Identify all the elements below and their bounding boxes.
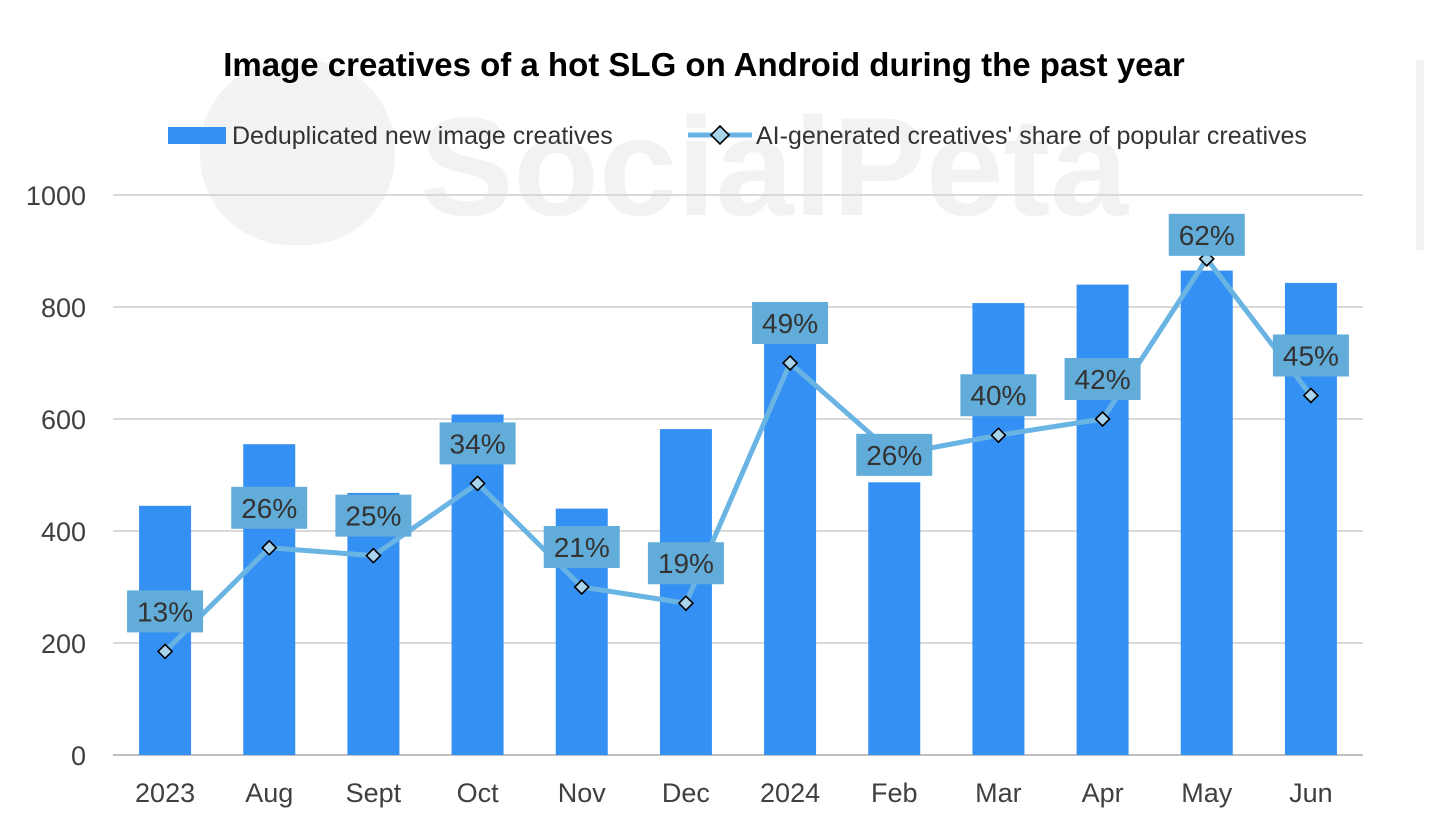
line-marker [781,354,799,372]
watermark: SocialPeta [200,60,1424,250]
data-label: 42% [1075,364,1131,395]
line-marker [261,539,278,556]
legend: Deduplicated new image creatives AI-gene… [168,122,1307,150]
data-label: 26% [866,440,922,471]
y-tick-label: 1000 [26,181,86,211]
y-tick-label: 0 [71,741,86,771]
data-label-box [543,526,620,568]
line-marker [677,595,695,612]
x-tick-label: May [1181,778,1233,808]
y-tick-label: 800 [41,293,86,323]
bar [451,414,504,755]
watermark-text: SocialPeta [420,88,1129,245]
data-label-box [960,374,1037,417]
x-tick-label: Jun [1289,778,1333,808]
legend-bar-swatch [168,127,226,144]
x-tick-label: Dec [662,778,710,808]
data-label-box [127,590,204,633]
legend-bar-label: Deduplicated new image creatives [232,122,613,150]
data-label: 62% [1179,220,1235,251]
data-label-box [856,433,933,476]
x-tick-label: Nov [558,778,607,808]
watermark-logo [200,60,395,245]
bar [1180,270,1233,755]
x-tick-label: Sept [346,778,402,808]
line-marker [573,578,590,596]
share-line [163,256,1313,654]
x-tick-label: Oct [457,778,500,808]
data-label-box [1272,334,1349,377]
data-label-box [1064,358,1141,400]
line-marker [1094,410,1111,428]
watermark-edge [1416,60,1424,250]
data-label: 34% [450,428,506,459]
data-label-box [335,494,412,537]
y-tick-label: 200 [41,629,86,659]
data-label: 49% [762,308,818,339]
legend-line-label: AI-generated creatives' share of popular… [756,122,1307,150]
x-tick-label: Apr [1082,778,1124,808]
y-tick-label: 400 [41,517,86,547]
bar [972,303,1025,755]
line-marker [990,427,1007,444]
y-tick-label: 600 [41,405,86,435]
data-label-box [231,486,308,529]
data-label-box [752,302,829,344]
bar [868,482,921,755]
data-label: 25% [345,501,401,532]
x-tick-label: Mar [975,778,1022,808]
data-label-box [439,422,516,465]
data-label: 45% [1283,340,1339,371]
x-tick-label: Aug [245,778,293,808]
data-label-box [1168,213,1245,256]
bar [1076,284,1129,755]
x-tick-label: 2024 [760,778,820,808]
data-label: 40% [970,380,1026,411]
data-label: 21% [554,532,610,563]
data-label: 19% [658,548,714,579]
line-marker [365,547,382,564]
bar [659,429,712,755]
line-marker [156,643,174,660]
chart-title: Image creatives of a hot SLG on Android … [223,46,1185,83]
data-label: 26% [241,493,297,524]
legend-diamond-marker [709,124,731,146]
bar [764,329,817,755]
x-tick-label: Feb [871,778,918,808]
line-marker [469,475,486,492]
x-tick-label: 2023 [135,778,195,808]
data-label-box [647,542,724,585]
data-label: 13% [137,596,193,627]
line-marker [1302,387,1320,404]
